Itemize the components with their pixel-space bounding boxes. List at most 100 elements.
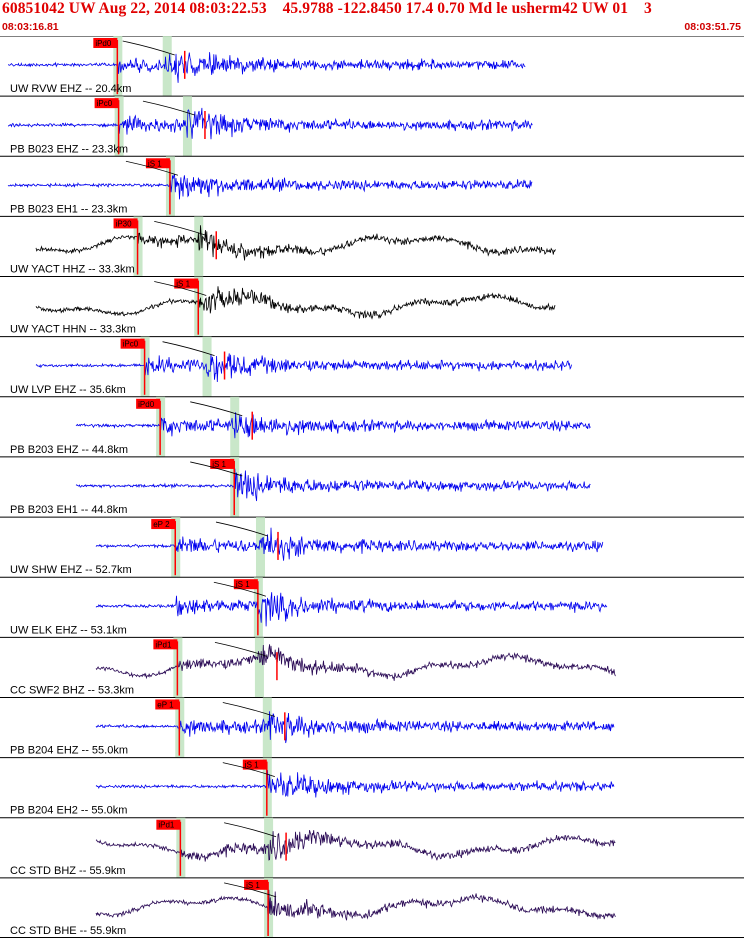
station-label: PB B204 EHZ -- 55.0km [10,745,128,757]
waveform-trace [95,829,616,862]
station-label: UW SHW EHZ -- 52.7km [10,564,132,576]
station-label: UW YACT HHN -- 33.3km [10,324,136,336]
waveform-trace [95,889,616,921]
traveltime-curve [224,822,277,838]
traveltime-curve [213,581,266,597]
pick-label-box[interactable] [155,699,180,710]
pick-label-box[interactable] [93,38,118,48]
station-label: CC SWF2 BHZ -- 53.3km [10,684,134,696]
pick-label: eP 2 [153,520,170,529]
waveform-trace [7,107,533,140]
station-label: CC STD BHZ -- 55.9km [10,865,126,877]
pick-label: iPd1 [158,821,175,830]
waveform-trace [95,644,616,681]
seismogram-panel[interactable]: iPd0 UW RVW EHZ -- 20.4km iPc0 PB B023 EHZ … [0,35,744,938]
station-label: CC STD BHE -- 55.9km [10,925,126,937]
pick-label-box[interactable] [244,879,269,890]
pick-label: iS 1 [212,460,226,469]
pick-label: iPd1 [155,640,172,649]
trace-row[interactable]: iPd0 UW RVW EHZ -- 20.4km [0,35,744,97]
station-label: UW LVP EHZ -- 35.6km [10,384,126,396]
record-header: 60851042 UW Aug 22, 2014 08:03:22.53 45.… [0,0,744,36]
traveltime-curve [190,401,243,417]
station-label: UW ELK EHZ -- 53.1km [10,624,127,636]
pick-label-box[interactable] [151,519,176,530]
waveform-trace [7,173,533,200]
trace-row[interactable]: iPd1 CC SWF2 BHZ -- 53.3km [0,636,744,698]
pick-window-band [255,517,265,578]
pick-label: iPd0 [138,400,155,409]
traveltime-curve [222,702,275,717]
end-time-label: 08:03:51.75 [684,21,741,33]
pick-window-band [230,396,240,457]
plot-background [0,36,744,938]
trace-row[interactable]: iPd1 CC STD BHZ -- 55.9km [0,817,744,878]
trace-row[interactable]: iP30 UW YACT HHZ -- 33.3km [0,215,744,277]
traveltime-curve [214,641,268,657]
pick-label: eP 1 [157,700,174,709]
pick-label-box[interactable] [233,579,258,590]
station-label: PB B204 EH2 -- 55.0km [10,805,127,817]
station-label: PB B203 EH1 -- 44.8km [10,504,127,516]
event-title: 60851042 UW Aug 22, 2014 08:03:22.53 45.… [2,0,652,17]
pick-label-box[interactable] [136,398,161,409]
waveform-trace [95,527,604,561]
seismogram-plot: iPd0 UW RVW EHZ -- 20.4km iPc0 PB B023 EHZ … [0,35,744,938]
pick-label-box[interactable] [94,98,119,109]
trace-row[interactable]: eP 1 PB B204 EHZ -- 55.0km [0,696,744,758]
trace-row[interactable]: iS 1 UW ELK EHZ -- 53.1km [0,576,744,638]
pick-label: iS 1 [148,159,162,168]
pick-label-box[interactable] [210,458,235,469]
pick-label-box[interactable] [242,759,267,770]
station-label: PB B023 EHZ -- 23.3km [10,143,128,155]
trace-row[interactable]: iPd0 PB B203 EHZ -- 44.8km [0,396,744,457]
pick-label: iP30 [116,219,133,228]
traveltime-curve [154,281,207,296]
pick-label: iPc0 [123,340,139,349]
pick-label-box[interactable] [113,218,138,229]
traveltime-curve [125,160,179,176]
station-label: UW RVW EHZ -- 20.4km [10,83,131,95]
traveltime-curve [162,341,215,357]
start-time-label: 08:03:16.81 [2,21,59,33]
waveform-trace [95,592,608,627]
station-label: UW YACT HHZ -- 33.3km [10,264,135,276]
trace-row[interactable]: iS 1 PB B204 EH2 -- 55.0km [0,757,744,818]
traveltime-curve [190,461,243,477]
traveltime-curve [224,882,277,898]
waveform-trace [35,353,572,383]
pick-label: iS 1 [176,280,190,289]
traveltime-curve [222,762,275,777]
waveform-trace [95,711,615,744]
pick-window-band [162,36,172,97]
trace-row[interactable]: iS 1 PB B203 EH1 -- 44.8km [0,456,744,518]
waveform-trace [8,52,526,83]
pick-label-box[interactable] [153,639,178,650]
traveltime-curve [154,221,207,236]
trace-row[interactable]: iS 1 PB B023 EH1 -- 23.3km [0,155,744,217]
waveform-trace [75,468,591,502]
pick-label-box[interactable] [156,819,181,830]
pick-label: iS 1 [246,881,260,890]
trace-row[interactable]: iPc0 UW LVP EHZ -- 35.6km [0,336,744,397]
pick-window-band [254,637,264,698]
pick-label-box[interactable] [120,338,145,349]
pick-window-band [202,336,212,397]
traveltime-curve [215,521,269,537]
pick-label-box[interactable] [145,158,170,169]
pick-label: iS 1 [245,761,259,770]
waveform-trace [35,225,556,261]
traveltime-curve [142,100,196,116]
pick-label: iPd0 [95,39,112,48]
station-label: PB B023 EH1 -- 23.3km [10,203,127,215]
trace-row[interactable]: iPc0 PB B023 EHZ -- 23.3km [0,95,744,157]
pick-label: iPc0 [97,99,113,108]
waveform-trace [95,770,615,798]
waveform-trace [75,412,591,439]
trace-row[interactable]: eP 2 UW SHW EHZ -- 52.7km [0,516,744,578]
traveltime-curve [122,40,175,56]
trace-row[interactable]: iS 1 UW YACT HHN -- 33.3km [0,276,744,337]
trace-row[interactable]: iS 1 CC STD BHE -- 55.9km [0,877,744,938]
pick-label-box[interactable] [174,278,199,289]
pick-label: iS 1 [236,580,250,589]
